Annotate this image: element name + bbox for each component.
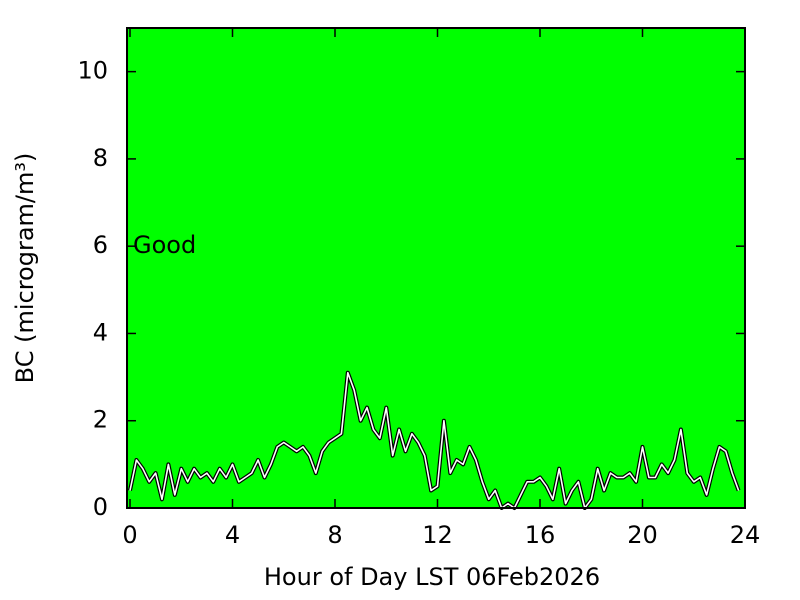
x-tick-label: 16	[525, 521, 556, 549]
y-tick-label: 6	[93, 231, 108, 259]
plot-border	[126, 27, 746, 509]
x-tick-label: 8	[327, 521, 342, 549]
x-axis-label: Hour of Day LST 06Feb2026	[264, 563, 600, 591]
plot-background	[127, 28, 745, 508]
y-tick-label: 0	[93, 493, 108, 521]
x-tick-label: 0	[122, 521, 137, 549]
y-axis-label: BC (microgram/m³)	[11, 153, 39, 384]
line	[129, 371, 740, 509]
y-tick-label: 4	[93, 318, 108, 346]
y-tick-label: 8	[93, 144, 108, 172]
y-tick-label: 2	[93, 406, 108, 434]
x-tick-label: 12	[422, 521, 453, 549]
y-tick-label: 10	[77, 57, 108, 85]
x-tick-label: 4	[225, 521, 240, 549]
x-tick-label: 24	[730, 521, 761, 549]
x-tick-label: 20	[627, 521, 658, 549]
annotation: Good	[133, 231, 196, 259]
